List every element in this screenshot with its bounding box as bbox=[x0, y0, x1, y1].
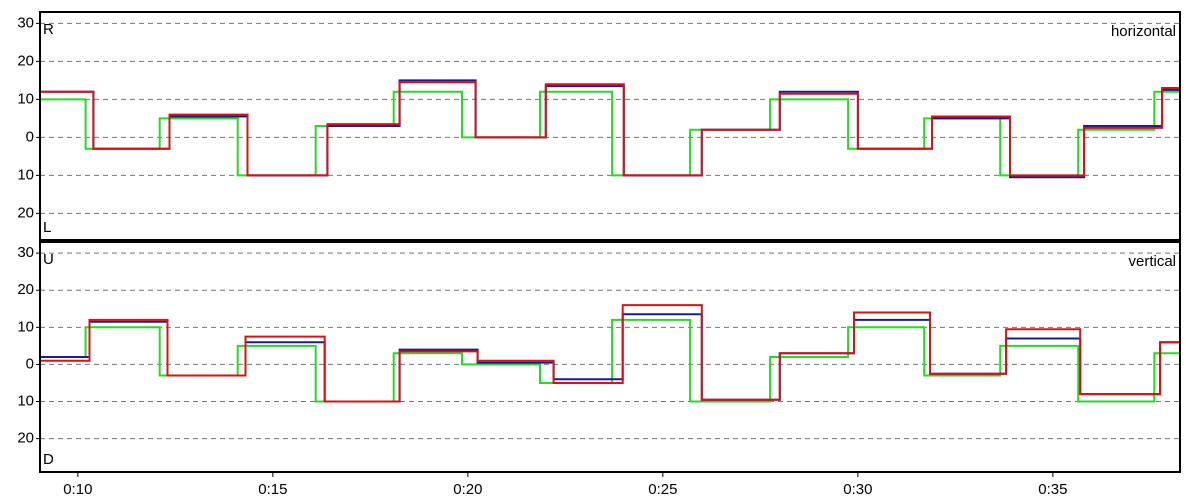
series-line bbox=[40, 304, 1180, 403]
x-tick-label: 0:10 bbox=[63, 481, 92, 498]
x-tick-label: 0:25 bbox=[648, 481, 677, 498]
direction-label: L bbox=[43, 219, 51, 236]
x-tick-label: 0:15 bbox=[258, 481, 287, 498]
y-tick-label: 20 bbox=[17, 430, 34, 447]
panel-label: vertical bbox=[1128, 253, 1176, 270]
y-tick-label: 10 bbox=[17, 318, 34, 335]
y-tick-label: 0 bbox=[26, 128, 34, 145]
series-line bbox=[40, 90, 1180, 177]
x-tick-label: 0:35 bbox=[1038, 481, 1067, 498]
y-tick-label: 30 bbox=[17, 244, 34, 261]
direction-label: R bbox=[43, 21, 54, 38]
y-tick-label: 10 bbox=[17, 90, 34, 107]
y-tick-label: 20 bbox=[17, 281, 34, 298]
y-tick-label: 30 bbox=[17, 14, 34, 31]
y-tick-label: 0 bbox=[26, 355, 34, 372]
y-tick-label: 20 bbox=[17, 204, 34, 221]
panel-border bbox=[39, 241, 1181, 473]
x-tick-label: 0:20 bbox=[453, 481, 482, 498]
y-tick-label: 20 bbox=[17, 52, 34, 69]
y-tick-label: 10 bbox=[17, 392, 34, 409]
series-line bbox=[40, 81, 1180, 177]
series-line bbox=[40, 318, 1180, 403]
y-tick-label: 10 bbox=[17, 166, 34, 183]
direction-label: U bbox=[43, 251, 54, 268]
direction-label: D bbox=[43, 451, 54, 468]
panel-background bbox=[40, 242, 1180, 472]
panel-background bbox=[40, 12, 1180, 240]
panel-label: horizontal bbox=[1111, 23, 1176, 40]
panel-border bbox=[39, 11, 1181, 241]
x-tick-label: 0:30 bbox=[843, 481, 872, 498]
